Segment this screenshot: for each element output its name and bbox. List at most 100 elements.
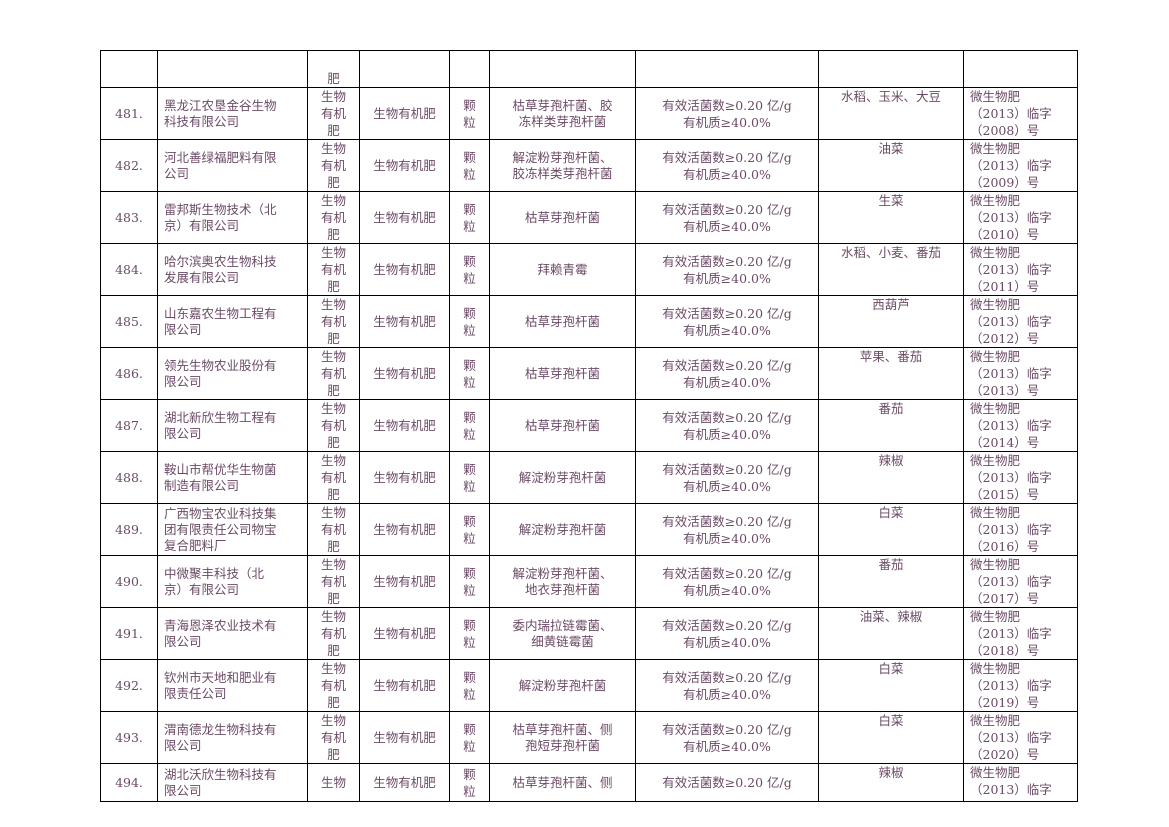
text-line: 枯草芽孢杆菌 xyxy=(524,209,600,225)
cell-strain: 拜赖青霉 xyxy=(489,243,636,296)
cell-form: 颗粒 xyxy=(449,711,490,764)
text-line: 枯草芽孢杆菌、侧 xyxy=(512,774,613,790)
cell-form: 颗粒 xyxy=(449,191,490,244)
text-line: 制造有限公司 xyxy=(164,477,240,493)
text-line: 粒 xyxy=(463,322,476,338)
text-line: 有机 xyxy=(320,522,346,537)
text-line: 有机质≥40.0% xyxy=(683,218,771,234)
cell-type: 生物 有机肥 xyxy=(307,659,360,712)
text-line: 有机 xyxy=(320,730,346,745)
text-line: 有效活菌数≥0.20 亿/g xyxy=(662,617,792,633)
cell-company: 河北善绿福肥料有限 公司 xyxy=(157,139,308,192)
cell-index: 有效活菌数≥0.20 亿/g 有机质≥40.0% xyxy=(635,399,819,452)
cell-no xyxy=(100,50,158,88)
cell-name: 生物有机肥 xyxy=(359,607,450,660)
cell-crop: 白菜 xyxy=(818,659,964,712)
cell-strain: 解淀粉芽孢杆菌 xyxy=(489,659,636,712)
text-line: 枯草芽孢杆菌 xyxy=(524,313,600,329)
table-row: 492. 钦州市天地和肥业有 限责任公司 生物 有机肥生物有机肥颗粒解淀粉芽孢杆菌 有效活… xyxy=(100,659,1078,712)
text-line: （2009）号 xyxy=(970,175,1040,190)
cell-form: 颗粒 xyxy=(449,659,490,712)
cell-crop: 白菜 xyxy=(818,711,964,764)
cell-company: 黑龙江农垦金谷生物 科技有限公司 xyxy=(157,87,308,140)
cell-index xyxy=(635,50,819,88)
text-line: 青海恩泽农业技术有 xyxy=(164,617,277,633)
registration-table: 肥 481. 黑龙江农垦金谷生物 科技有限公司 生物 有机肥生物有机肥颗粒枯草芽孢杆菌、… xyxy=(100,50,1078,802)
cell-name: 生物有机肥 xyxy=(359,295,450,348)
text-line: 颗 xyxy=(463,201,476,217)
text-line: 微生物肥 xyxy=(970,609,1021,624)
text-line: 复合肥料厂 xyxy=(164,537,227,553)
text-line: 生物 xyxy=(320,245,346,260)
cell-no: 490. xyxy=(100,555,158,608)
text-line: 微生物肥 xyxy=(970,557,1021,572)
cell-no: 488. xyxy=(100,451,158,504)
cell-type: 生物 有机肥 xyxy=(307,555,360,608)
text-line: 有机 xyxy=(320,210,346,225)
text-line: 微生物肥 xyxy=(970,349,1021,364)
cell-company: 钦州市天地和肥业有 限责任公司 xyxy=(157,659,308,712)
text-line: 微生物肥 xyxy=(970,141,1021,156)
text-line: 山东嘉农生物工程有 xyxy=(164,305,277,321)
cell-index: 有效活菌数≥0.20 亿/g 有机质≥40.0% xyxy=(635,451,819,504)
text-line: 肥 xyxy=(327,227,340,242)
text-line: 生物 xyxy=(320,775,346,790)
text-line: 肥 xyxy=(327,695,340,710)
text-line: 生物 xyxy=(320,349,346,364)
cell-no: 486. xyxy=(100,347,158,400)
text-line: 生物 xyxy=(320,505,346,520)
cell-company: 青海恩泽农业技术有 限公司 xyxy=(157,607,308,660)
text-line: 有效活菌数≥0.20 亿/g xyxy=(662,669,792,685)
cell-type: 生物 有机肥 xyxy=(307,87,360,140)
cell-type: 生物 有机肥 xyxy=(307,295,360,348)
cell-company: 中微聚丰科技（北 京）有限公司 xyxy=(157,555,308,608)
cell-reg: 微生物肥 （2013）临字 （2010）号 xyxy=(963,191,1078,244)
cell-company: 雷邦斯生物技术（北 京）有限公司 xyxy=(157,191,308,244)
text-line: 有效活菌数≥0.20 亿/g xyxy=(662,149,792,165)
cell-form: 颗粒 xyxy=(449,399,490,452)
text-line: 胶冻样类芽孢杆菌 xyxy=(512,165,613,181)
text-line: 有机 xyxy=(320,262,346,277)
cell-strain: 枯草芽孢杆菌 xyxy=(489,295,636,348)
text-line: 有效活菌数≥0.20 亿/g xyxy=(662,305,792,321)
text-line: 肥 xyxy=(327,487,340,502)
cell-crop: 辣椒 xyxy=(818,763,964,802)
text-line: 有效活菌数≥0.20 亿/g xyxy=(662,201,792,217)
text-line: 颗 xyxy=(463,513,476,529)
cell-crop: 水稻、小麦、番茄 xyxy=(818,243,964,296)
text-line: 肥 xyxy=(327,279,340,294)
cell-index: 有效活菌数≥0.20 亿/g 有机质≥40.0% xyxy=(635,243,819,296)
cell-reg: 微生物肥 （2013）临字 （2020）号 xyxy=(963,711,1078,764)
cell-no: 483. xyxy=(100,191,158,244)
text-line: 限公司 xyxy=(164,425,202,441)
text-line: 有机 xyxy=(320,158,346,173)
cell-form: 颗粒 xyxy=(449,87,490,140)
cell-name: 生物有机肥 xyxy=(359,139,450,192)
text-line: 有效活菌数≥0.20 亿/g xyxy=(662,721,792,737)
cell-strain: 枯草芽孢杆菌、侧 孢短芽孢杆菌 xyxy=(489,711,636,764)
table-row: 490. 中微聚丰科技（北 京）有限公司 生物 有机肥生物有机肥颗粒解淀粉芽孢杆菌、 地衣… xyxy=(100,555,1078,608)
cell-company: 领先生物农业股份有 限公司 xyxy=(157,347,308,400)
cell-crop: 西葫芦 xyxy=(818,295,964,348)
text-line: 河北善绿福肥料有限 xyxy=(164,149,277,165)
text-line: （2016）号 xyxy=(970,539,1040,554)
cell-strain: 枯草芽孢杆菌 xyxy=(489,191,636,244)
text-line: 有效活菌数≥0.20 亿/g xyxy=(662,357,792,373)
text-line: 有机 xyxy=(320,418,346,433)
cell-type: 生物 有机肥 xyxy=(307,139,360,192)
text-line: （2020）号 xyxy=(970,747,1040,762)
cell-type: 生物 有机肥 xyxy=(307,451,360,504)
text-line: 解淀粉芽孢杆菌 xyxy=(518,521,607,537)
text-line: （2018）号 xyxy=(970,643,1040,658)
text-line: （2013）临字 xyxy=(970,366,1052,381)
text-line: 粒 xyxy=(463,738,476,754)
text-line: 有机质≥40.0% xyxy=(683,114,771,130)
text-line: 颗 xyxy=(463,565,476,581)
cell-reg: 微生物肥 （2013）临字 （2008）号 xyxy=(963,87,1078,140)
text-line: （2013）临字 xyxy=(970,314,1052,329)
text-line: （2013）临字 xyxy=(970,210,1052,225)
cell-name: 生物有机肥 xyxy=(359,191,450,244)
text-line: （2008）号 xyxy=(970,123,1040,138)
table-row: 491. 青海恩泽农业技术有 限公司 生物 有机肥生物有机肥颗粒委内瑞拉链霉菌、 细黄链霉… xyxy=(100,607,1078,660)
text-line: 有机 xyxy=(320,574,346,589)
